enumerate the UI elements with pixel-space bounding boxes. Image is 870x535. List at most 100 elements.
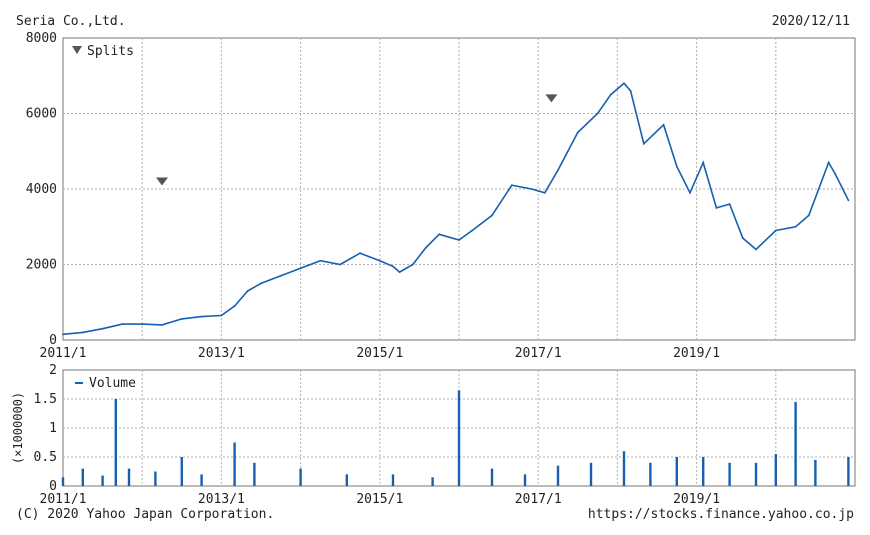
price-point: [299, 267, 302, 270]
split-marker-icon: [545, 94, 558, 103]
volume-bar: [649, 462, 652, 486]
volume-bar: [299, 468, 302, 486]
price-point: [220, 314, 223, 317]
y-tick-label: 2: [49, 363, 57, 378]
split-legend-label: Splits: [87, 44, 134, 59]
price-point: [530, 188, 533, 190]
volume-bar: [114, 399, 117, 486]
price-point: [378, 259, 381, 262]
price-point: [794, 225, 797, 228]
volume-bar: [127, 468, 131, 486]
price-point: [847, 199, 850, 202]
price-line: [62, 82, 850, 336]
price-point: [101, 327, 104, 330]
price-point: [629, 89, 632, 92]
volume-panel: 2011/1 2013/1 2015/1 2017/1 2019/1 0 0.5 1 1.5 2 V…: [11, 363, 856, 507]
price-point: [339, 263, 342, 266]
x-tick-label: 2011/1: [40, 346, 87, 361]
y-tick-label: 8000: [26, 31, 57, 46]
price-point: [557, 169, 559, 172]
volume-bar: [180, 457, 183, 486]
price-point: [180, 317, 183, 320]
y-tick-label: 2000: [26, 258, 57, 273]
price-point: [438, 233, 441, 236]
y-tick-label: 0: [49, 333, 57, 348]
x-tick-label: 2011/1: [40, 492, 87, 507]
volume-bar: [754, 462, 758, 486]
volume-bar: [233, 442, 236, 486]
y-tick-label: 4000: [26, 182, 57, 197]
company-name: Seria Co.,Ltd.: [16, 14, 126, 29]
volume-bar: [61, 477, 65, 486]
price-point: [471, 229, 474, 232]
price-point: [642, 142, 645, 145]
x-tick-label: 2017/1: [515, 492, 562, 507]
volume-bar: [101, 475, 104, 486]
price-point: [233, 305, 236, 307]
volume-bar: [794, 401, 797, 486]
price-point: [689, 191, 691, 194]
price-point: [623, 82, 625, 85]
chart-date: 2020/12/11: [771, 14, 850, 29]
price-point: [510, 184, 513, 187]
x-tick-label: 2019/1: [673, 346, 720, 361]
price-point: [319, 259, 322, 262]
copyright-text: (C) 2020 Yahoo Japan Corporation.: [16, 507, 275, 522]
price-point: [279, 274, 282, 277]
volume-bar: [728, 462, 731, 486]
x-tick-label: 2015/1: [356, 492, 403, 507]
x-tick-label: 2013/1: [198, 346, 245, 361]
source-link[interactable]: https://stocks.finance.yahoo.co.jp: [587, 507, 854, 522]
price-point: [398, 271, 401, 273]
volume-bar: [81, 468, 84, 486]
price-point: [715, 206, 718, 209]
y-tick-label: 1: [49, 421, 57, 436]
volume-legend-label: Volume: [89, 376, 136, 391]
volume-bar: [391, 474, 395, 486]
split-marker-icon: [156, 177, 168, 186]
y-tick-label: 0.5: [34, 450, 57, 465]
volume-bar: [774, 454, 777, 486]
volume-bar: [702, 457, 705, 486]
price-point: [200, 315, 203, 318]
y-tick-label: 0: [49, 479, 57, 494]
price-panel: 2011/1 2013/1 2015/1 2017/1 2019/1 0 2000 4000 6…: [26, 31, 856, 361]
volume-bar: [154, 471, 157, 486]
price-point: [774, 229, 777, 232]
price-point: [576, 131, 579, 134]
price-point: [702, 161, 705, 164]
y-tick-label: 1.5: [34, 392, 57, 407]
price-point: [596, 112, 599, 115]
price-point: [675, 165, 678, 168]
volume-bar: [200, 474, 203, 486]
x-tick-label: 2019/1: [673, 492, 720, 507]
price-point: [741, 237, 744, 239]
price-point: [458, 239, 460, 241]
x-tick-label: 2013/1: [198, 492, 245, 507]
price-point: [728, 203, 731, 206]
y-tick-label: 6000: [26, 107, 57, 122]
volume-bar: [589, 462, 593, 486]
volume-bar: [556, 465, 560, 486]
price-point: [81, 331, 84, 334]
volume-bar: [253, 462, 256, 486]
price-point: [827, 161, 830, 164]
volume-bar: [622, 451, 626, 486]
volume-bar: [847, 457, 850, 486]
price-point: [161, 324, 163, 326]
price-point: [543, 191, 546, 194]
price-point: [411, 263, 414, 266]
price-point: [62, 333, 64, 336]
price-point: [246, 290, 249, 292]
volume-bar: [675, 457, 678, 486]
price-point: [807, 214, 810, 217]
volume-bar: [431, 477, 434, 486]
volume-axis-label: (×1000000): [11, 392, 25, 464]
volume-bar: [457, 390, 461, 486]
price-point: [491, 214, 493, 217]
price-point: [425, 246, 427, 249]
price-point: [359, 252, 361, 255]
split-legend-icon: [72, 46, 82, 54]
x-tick-label: 2017/1: [515, 346, 562, 361]
price-point: [662, 123, 665, 126]
